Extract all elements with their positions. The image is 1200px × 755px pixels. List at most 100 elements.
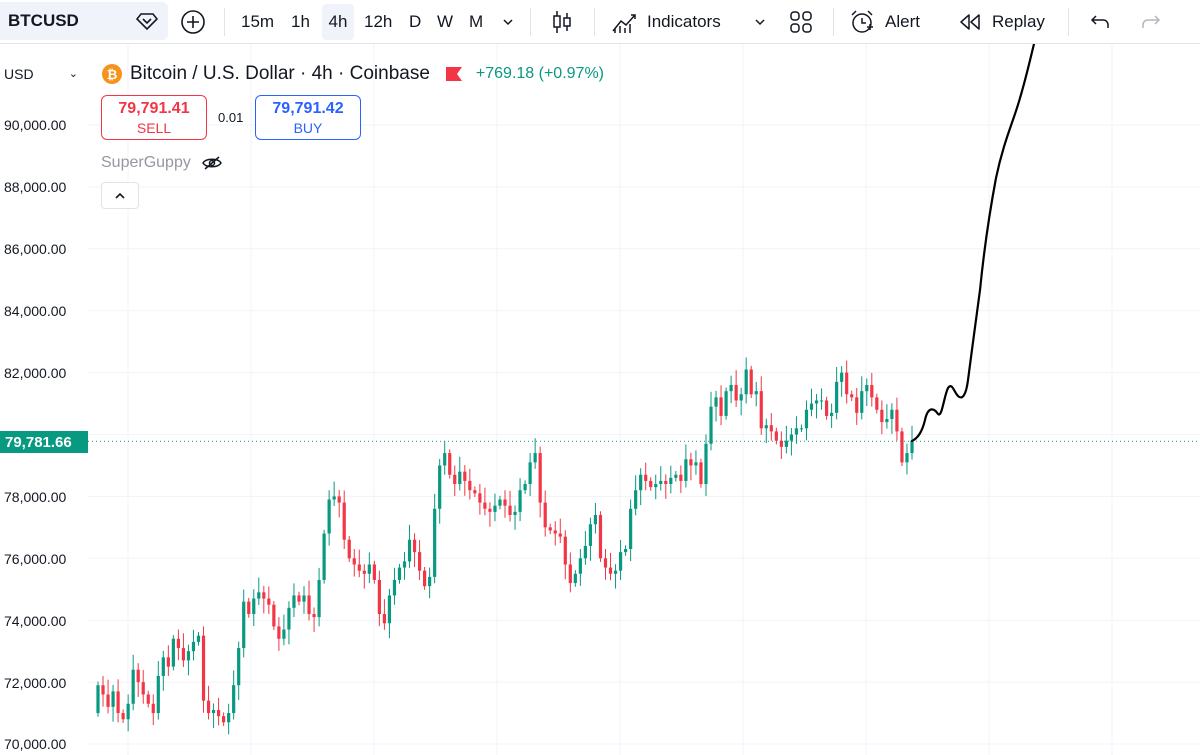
candle-body	[252, 598, 256, 615]
candle-body	[654, 484, 658, 488]
candle-body	[824, 400, 829, 416]
replay-button[interactable]: Replay	[958, 0, 1045, 44]
candle-body	[267, 598, 271, 605]
candle-body	[206, 700, 211, 714]
candle-body	[478, 493, 482, 503]
sell-label: SELL	[136, 119, 172, 136]
candle-body	[458, 471, 462, 485]
toolbar-divider	[224, 8, 225, 36]
candle-body	[809, 403, 814, 410]
candle-body	[227, 713, 231, 723]
collapse-legend-button[interactable]	[101, 182, 139, 209]
candle-body	[402, 561, 407, 568]
candle-body	[141, 682, 145, 695]
candle-body	[423, 570, 427, 587]
symbol-title[interactable]: Bitcoin / U.S. Dollar · 4h · Coinbase	[130, 63, 430, 84]
indicators-dropdown[interactable]	[753, 0, 767, 44]
timeframe-d[interactable]: D	[409, 0, 421, 44]
chart-grid	[88, 44, 1200, 755]
timeframe-4h[interactable]: 4h	[322, 4, 354, 40]
bitcoin-icon: ₿	[102, 64, 122, 84]
candle-body	[769, 425, 773, 432]
symbol-search[interactable]: BTCUSD	[0, 2, 168, 40]
candle-body	[850, 394, 854, 398]
candle-body	[905, 453, 909, 463]
timeframe-15m[interactable]: 15m	[241, 0, 274, 44]
undo-button[interactable]	[1089, 0, 1111, 44]
candle-body	[875, 397, 879, 410]
candle-body	[543, 502, 547, 528]
candle-body	[669, 477, 673, 485]
candlestick-series	[96, 357, 914, 735]
candle-body	[468, 480, 472, 491]
candle-body	[191, 641, 196, 652]
buy-label: BUY	[293, 119, 323, 136]
eye-hidden-icon[interactable]	[201, 155, 223, 171]
candle-body	[181, 648, 186, 661]
candle-body	[362, 570, 366, 574]
symbol-label: BTCUSD	[8, 11, 79, 30]
candle-body	[538, 453, 542, 503]
buy-button[interactable]: 79,791.42 BUY	[255, 95, 361, 140]
compare-symbol-button[interactable]	[180, 0, 206, 44]
candle-body	[659, 480, 663, 485]
candle-body	[749, 369, 753, 395]
indicator-legend-row[interactable]: SuperGuppy	[101, 153, 223, 173]
candle-body	[704, 443, 708, 485]
candle-body	[287, 607, 291, 630]
candle-body	[126, 703, 130, 720]
candle-body	[196, 635, 201, 642]
candle-body	[397, 567, 402, 580]
candle-body	[674, 474, 678, 478]
timeframe-m[interactable]: M	[469, 0, 483, 44]
candle-body	[734, 384, 738, 401]
candle-body	[764, 425, 768, 429]
currency-selector[interactable]: USD ⌄	[0, 60, 88, 88]
timeframe-w[interactable]: W	[437, 0, 453, 44]
indicators-button[interactable]: Indicators	[611, 0, 721, 44]
candle-body	[724, 391, 728, 416]
diamond-icon[interactable]	[136, 11, 158, 31]
candle-body	[342, 502, 346, 540]
candle-body	[508, 505, 512, 515]
candle-body	[443, 453, 447, 466]
candle-body	[488, 508, 492, 512]
sell-price: 79,791.41	[118, 99, 190, 117]
flag-icon[interactable]	[445, 67, 462, 81]
candle-body	[503, 499, 507, 506]
candle-body	[679, 474, 683, 481]
candle-body	[136, 669, 140, 683]
candle-body	[598, 514, 603, 559]
sell-button[interactable]: 79,791.41 SELL	[101, 95, 207, 140]
candle-body	[412, 539, 417, 553]
candle-body	[865, 384, 869, 392]
rewind-icon	[960, 14, 980, 30]
chart-type-button[interactable]	[551, 0, 573, 44]
candle-body	[573, 573, 577, 584]
alert-button[interactable]: Alert	[849, 0, 920, 44]
candle-body	[428, 576, 432, 587]
chevron-up-icon	[115, 192, 125, 199]
candle-body	[900, 431, 904, 463]
redo-button[interactable]	[1140, 0, 1162, 44]
timeframe-12h[interactable]: 12h	[364, 0, 392, 44]
layouts-button[interactable]	[789, 0, 813, 44]
candle-body	[292, 595, 296, 608]
timeframe-1h[interactable]: 1h	[291, 0, 310, 44]
candle-body	[779, 440, 783, 447]
candle-body	[880, 409, 884, 423]
candle-body	[262, 592, 266, 599]
candle-body	[523, 484, 527, 491]
price-chart[interactable]	[0, 44, 1200, 755]
candle-body	[885, 419, 889, 423]
price-axis-label: 88,000.00	[4, 179, 67, 195]
candle-body	[558, 533, 562, 537]
timeframe-dropdown[interactable]	[501, 0, 515, 44]
candle-body	[814, 400, 819, 404]
candle-body	[493, 505, 497, 512]
timeframe-label: 12h	[364, 12, 393, 31]
candle-body	[860, 391, 864, 413]
candle-body	[830, 412, 834, 416]
candle-body	[855, 397, 859, 413]
candle-body	[699, 462, 703, 485]
